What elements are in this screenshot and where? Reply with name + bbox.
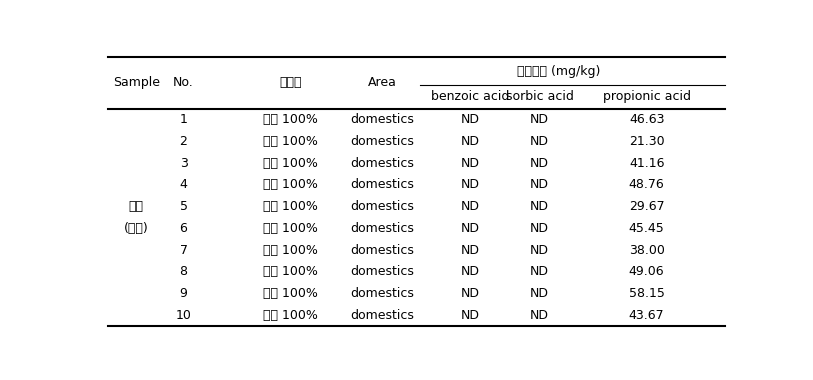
Text: 43.67: 43.67 — [628, 309, 664, 322]
Text: 46.63: 46.63 — [629, 113, 664, 126]
Text: domestics: domestics — [350, 157, 414, 169]
Text: 꼬막 100%: 꼬막 100% — [263, 222, 318, 235]
Text: domestics: domestics — [350, 113, 414, 126]
Text: 58.15: 58.15 — [628, 287, 664, 300]
Text: ND: ND — [461, 266, 480, 279]
Text: domestics: domestics — [350, 266, 414, 279]
Text: 7: 7 — [180, 244, 188, 257]
Text: ND: ND — [461, 178, 480, 191]
Text: 4: 4 — [180, 178, 188, 191]
Text: domestics: domestics — [350, 244, 414, 257]
Text: ND: ND — [530, 222, 549, 235]
Text: (자숙): (자숙) — [124, 222, 149, 235]
Text: 시료명: 시료명 — [280, 76, 302, 89]
Text: ND: ND — [530, 309, 549, 322]
Text: 5: 5 — [180, 200, 188, 213]
Text: ND: ND — [461, 287, 480, 300]
Text: ND: ND — [530, 200, 549, 213]
Text: 45.45: 45.45 — [628, 222, 664, 235]
Text: ND: ND — [530, 287, 549, 300]
Text: ND: ND — [461, 135, 480, 148]
Text: ND: ND — [461, 309, 480, 322]
Text: 49.06: 49.06 — [628, 266, 664, 279]
Text: 꼬막 100%: 꼬막 100% — [263, 135, 318, 148]
Text: domestics: domestics — [350, 309, 414, 322]
Text: ND: ND — [461, 200, 480, 213]
Text: ND: ND — [461, 244, 480, 257]
Text: 꼬막 100%: 꼬막 100% — [263, 309, 318, 322]
Text: 꼬막 100%: 꼬막 100% — [263, 157, 318, 169]
Text: 꼬막 100%: 꼬막 100% — [263, 113, 318, 126]
Text: benzoic acid: benzoic acid — [431, 90, 510, 103]
Text: No.: No. — [173, 76, 194, 89]
Text: ND: ND — [461, 222, 480, 235]
Text: 48.76: 48.76 — [628, 178, 664, 191]
Text: 꼬막 100%: 꼬막 100% — [263, 287, 318, 300]
Text: 8: 8 — [180, 266, 188, 279]
Text: ND: ND — [530, 244, 549, 257]
Text: 29.67: 29.67 — [628, 200, 664, 213]
Text: domestics: domestics — [350, 135, 414, 148]
Text: Sample: Sample — [113, 76, 160, 89]
Text: ND: ND — [461, 157, 480, 169]
Text: domestics: domestics — [350, 222, 414, 235]
Text: 1: 1 — [180, 113, 188, 126]
Text: ND: ND — [530, 266, 549, 279]
Text: 꼬막 100%: 꼬막 100% — [263, 266, 318, 279]
Text: ND: ND — [530, 157, 549, 169]
Text: domestics: domestics — [350, 287, 414, 300]
Text: ND: ND — [530, 178, 549, 191]
Text: 10: 10 — [176, 309, 192, 322]
Text: 꼬막 100%: 꼬막 100% — [263, 244, 318, 257]
Text: propionic acid: propionic acid — [602, 90, 690, 103]
Text: Area: Area — [367, 76, 397, 89]
Text: ND: ND — [461, 113, 480, 126]
Text: 꼬막 100%: 꼬막 100% — [263, 200, 318, 213]
Text: 3: 3 — [180, 157, 188, 169]
Text: 6: 6 — [180, 222, 188, 235]
Text: 분석결과 (mg/kg): 분석결과 (mg/kg) — [517, 65, 600, 78]
Text: domestics: domestics — [350, 178, 414, 191]
Text: ND: ND — [530, 113, 549, 126]
Text: sorbic acid: sorbic acid — [506, 90, 573, 103]
Text: 38.00: 38.00 — [628, 244, 664, 257]
Text: 41.16: 41.16 — [629, 157, 664, 169]
Text: ND: ND — [530, 135, 549, 148]
Text: 9: 9 — [180, 287, 188, 300]
Text: 2: 2 — [180, 135, 188, 148]
Text: 꼬막: 꼬막 — [128, 200, 144, 213]
Text: 꼬막 100%: 꼬막 100% — [263, 178, 318, 191]
Text: domestics: domestics — [350, 200, 414, 213]
Text: 21.30: 21.30 — [628, 135, 664, 148]
